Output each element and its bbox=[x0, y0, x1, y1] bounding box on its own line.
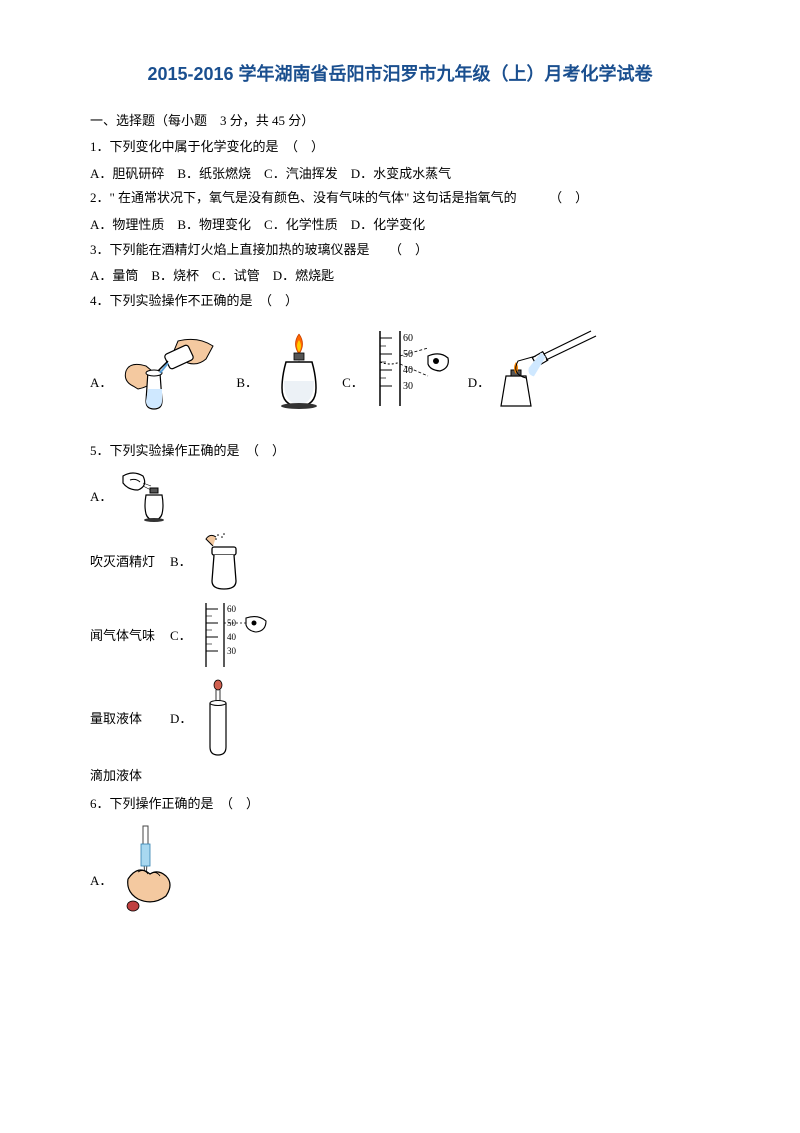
q5-stem: 5．下列实验操作正确的是 （ ） bbox=[90, 439, 710, 464]
section-header: 一、选择题（每小题 3 分，共 45 分） bbox=[90, 110, 710, 129]
q1-options: A．胆矾研碎 B．纸张燃烧 C．汽油挥发 D．水变成水蒸气 bbox=[90, 162, 710, 187]
svg-text:40: 40 bbox=[227, 632, 237, 642]
q5-label-a: A． bbox=[90, 486, 118, 505]
q6-label-a: A． bbox=[90, 870, 118, 889]
svg-text:30: 30 bbox=[227, 646, 237, 656]
drop-liquid-icon bbox=[198, 679, 238, 757]
svg-text:60: 60 bbox=[403, 333, 413, 344]
q6-option-a: A． bbox=[90, 824, 710, 919]
exam-page: 2015-2016 学年湖南省岳阳市汨罗市九年级（上）月考化学试卷 一、选择题（… bbox=[0, 0, 800, 967]
q5-options: A． 吹灭酒精灯 B． bbox=[90, 468, 710, 784]
q5-caption-b: 闻气体气味 bbox=[90, 625, 170, 644]
q5-caption-c: 量取液体 bbox=[90, 708, 170, 727]
q4-label-b: B． bbox=[236, 372, 258, 391]
q6-stem: 6．下列操作正确的是 （ ） bbox=[90, 792, 710, 817]
svg-text:30: 30 bbox=[403, 381, 413, 392]
pouring-liquid-icon bbox=[118, 331, 228, 411]
q4-option-b: B． bbox=[236, 326, 334, 411]
q4-option-a: A． bbox=[90, 331, 228, 411]
q5-caption-d: 滴加液体 bbox=[90, 765, 170, 784]
q2-stem: 2．" 在通常状况下，氧气是没有颜色、没有气味的气体" 这句话是指氧气的 （ ） bbox=[90, 186, 710, 211]
alcohol-lamp-icon bbox=[264, 326, 334, 411]
q4-label-a: A． bbox=[90, 372, 112, 391]
q4-option-d: D． bbox=[468, 326, 606, 411]
q4-option-c: C． 60 50 40 30 bbox=[342, 326, 460, 411]
q4-label-c: C． bbox=[342, 372, 364, 391]
q2-options: A．物理性质 B．物理变化 C．化学性质 D．化学变化 bbox=[90, 213, 710, 238]
q5-caption-a: 吹灭酒精灯 bbox=[90, 551, 170, 570]
q5-row-cd: 量取液体 D． bbox=[90, 679, 710, 757]
q5-row-bc: 闻气体气味 C． 60 50 40 30 bbox=[90, 599, 710, 671]
heating-test-tube-icon bbox=[496, 326, 606, 411]
q4-options-row: A． B． bbox=[90, 326, 710, 411]
q4-stem: 4．下列实验操作不正确的是 （ ） bbox=[90, 289, 710, 314]
q5-row-ab: 吹灭酒精灯 B． bbox=[90, 531, 710, 591]
q5-label-c: C． bbox=[170, 625, 198, 644]
graduated-cylinder-reading-icon: 60 50 40 30 bbox=[370, 326, 460, 411]
q5-label-b: B． bbox=[170, 551, 198, 570]
smell-gas-icon bbox=[198, 531, 253, 591]
blow-out-lamp-icon bbox=[118, 468, 173, 523]
measure-liquid-icon: 60 50 40 30 bbox=[198, 599, 273, 671]
hold-dropper-icon bbox=[118, 824, 198, 919]
page-title: 2015-2016 学年湖南省岳阳市汨罗市九年级（上）月考化学试卷 bbox=[90, 60, 710, 86]
q4-label-d: D． bbox=[468, 372, 490, 391]
q1-stem: 1．下列变化中属于化学变化的是 （ ） bbox=[90, 135, 710, 160]
q5-option-a: A． bbox=[90, 468, 710, 523]
q3-options: A．量筒 B．烧杯 C．试管 D．燃烧匙 bbox=[90, 264, 710, 289]
q5-label-d: D． bbox=[170, 708, 198, 727]
q3-stem: 3．下列能在酒精灯火焰上直接加热的玻璃仪器是 （ ） bbox=[90, 238, 710, 263]
svg-text:50: 50 bbox=[403, 349, 413, 360]
svg-text:60: 60 bbox=[227, 604, 237, 614]
svg-text:40: 40 bbox=[403, 365, 413, 376]
q5-row-d-caption: 滴加液体 bbox=[90, 765, 710, 784]
